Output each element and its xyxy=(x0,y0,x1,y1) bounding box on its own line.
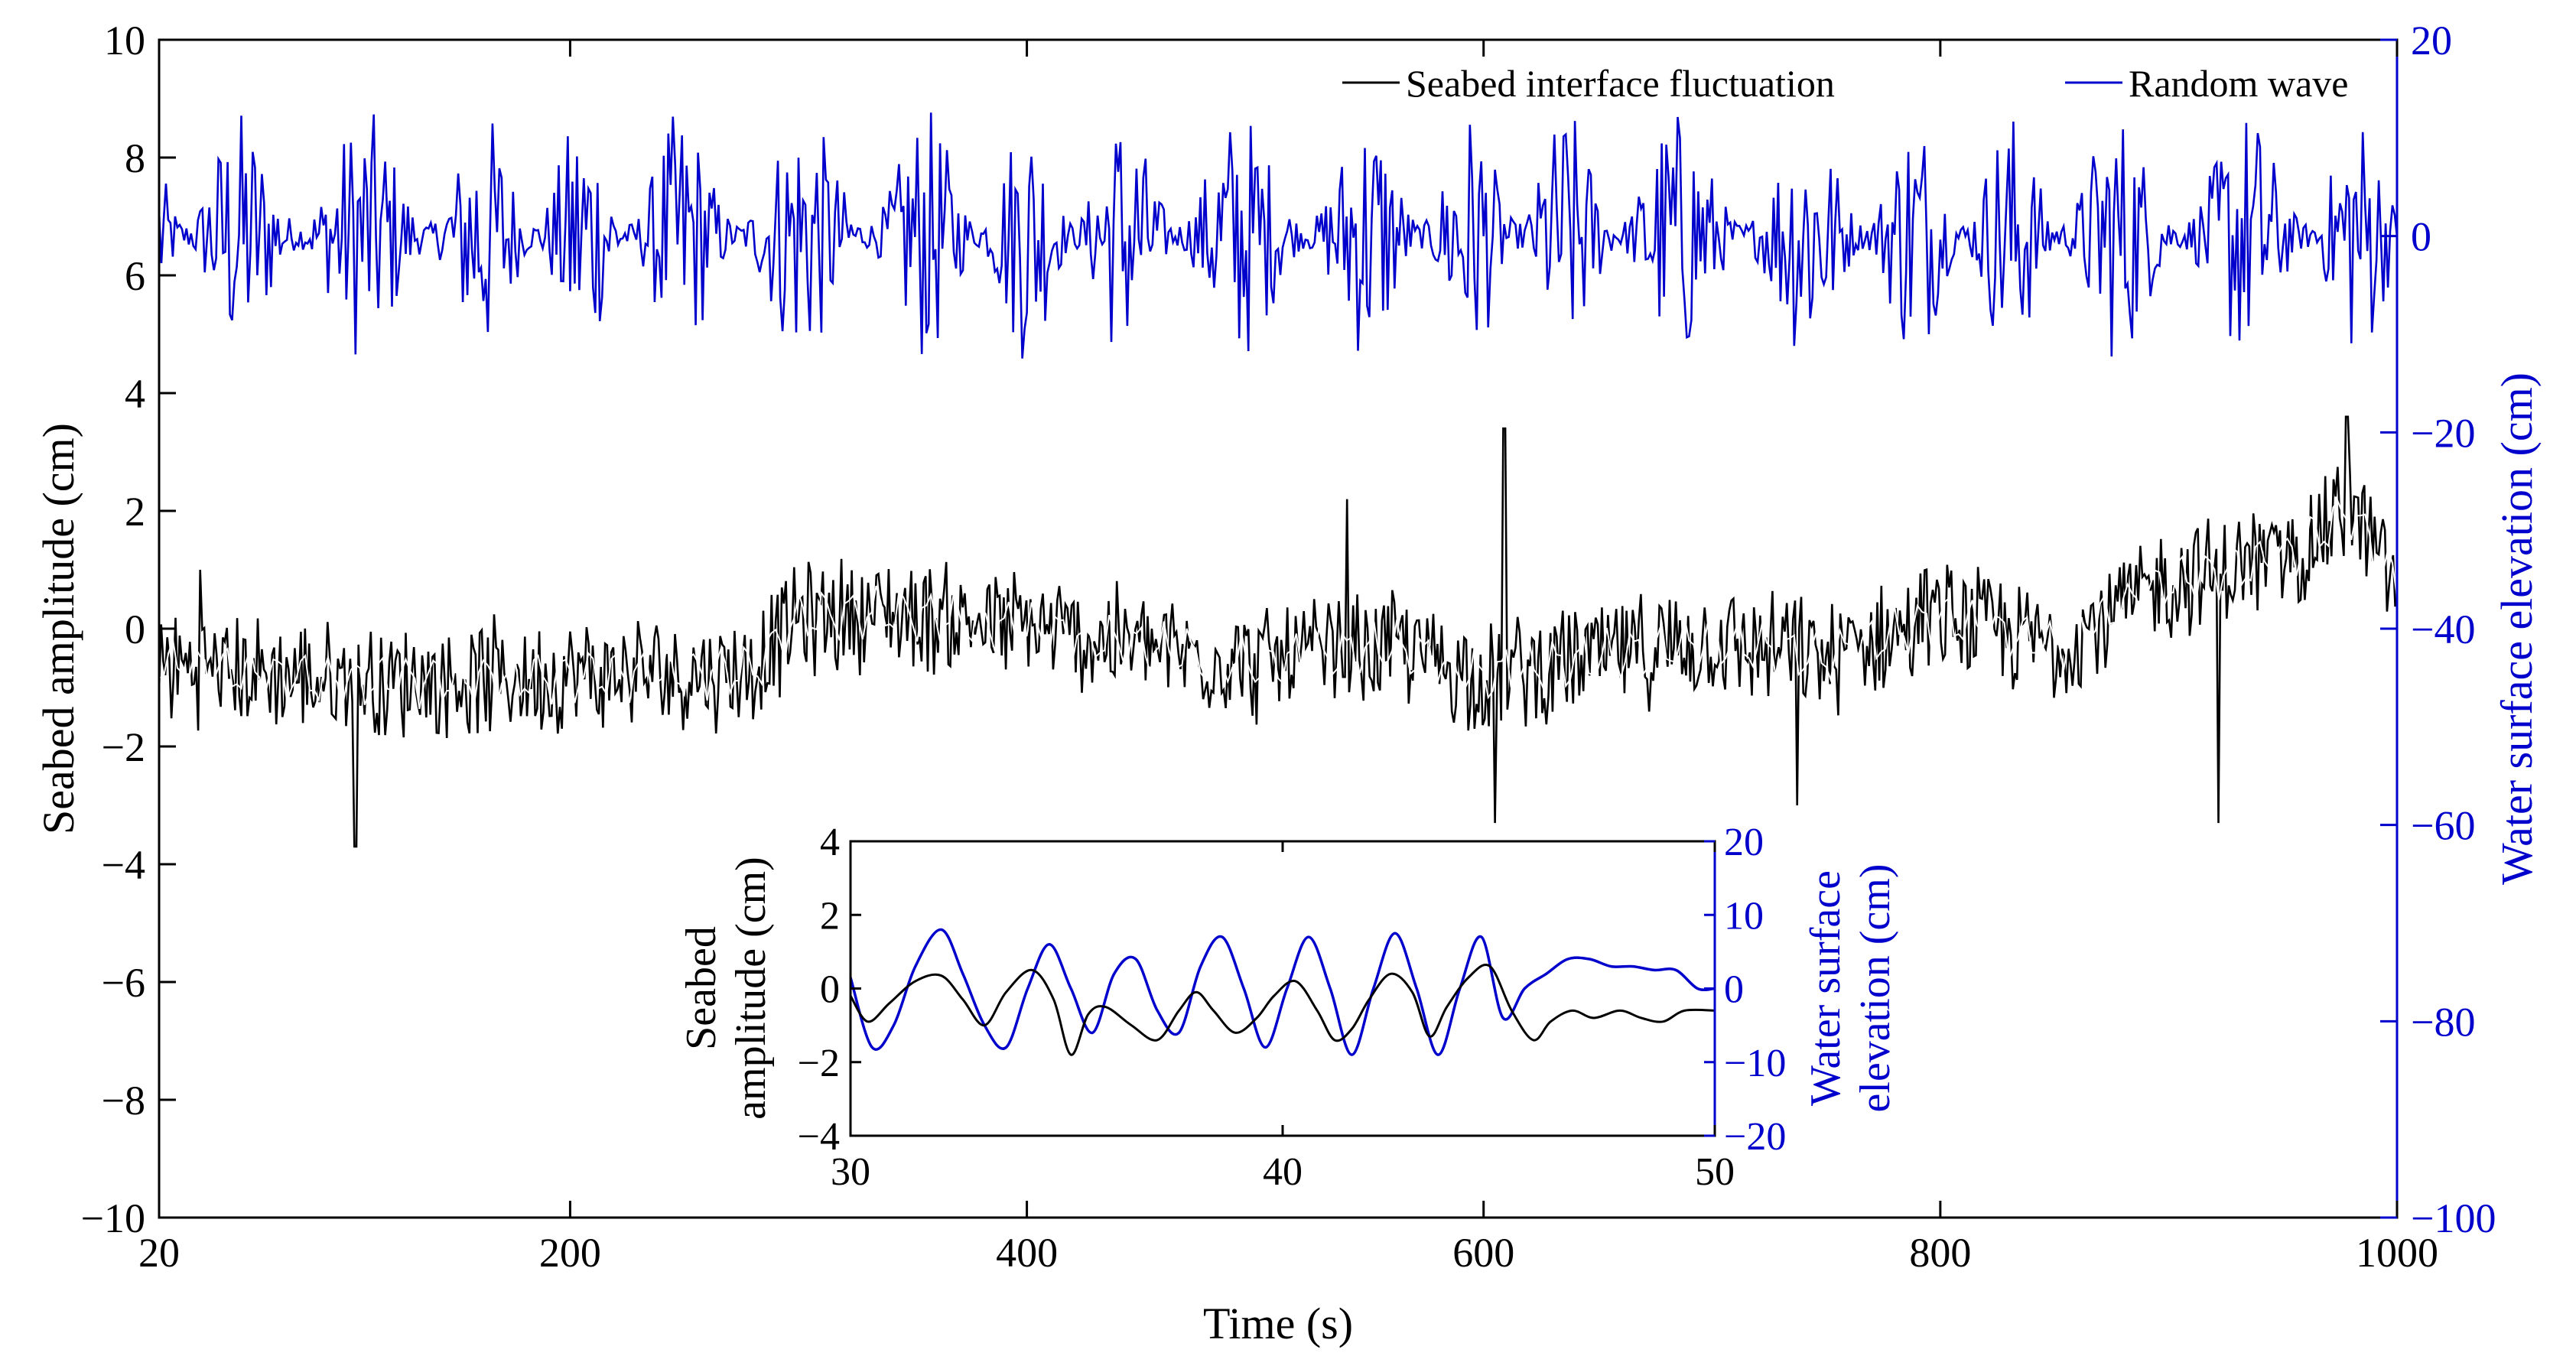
x-axis-label: Time (s) xyxy=(1203,1299,1353,1348)
inset-y-tick-label-left: 4 xyxy=(820,821,840,864)
inset-y-tick-label-left: 0 xyxy=(820,968,840,1012)
x-tick-label: 20 xyxy=(138,1230,180,1276)
inset-y-tick-label-left: −2 xyxy=(798,1042,840,1085)
y-tick-label-left: 0 xyxy=(125,606,145,652)
y-tick-label-right: −20 xyxy=(2411,410,2475,456)
inset-y-tick-label-right: 10 xyxy=(1724,894,1764,938)
y-tick-label-left: −2 xyxy=(102,724,145,770)
x-tick-label: 200 xyxy=(539,1230,601,1276)
y-tick-label-left: −4 xyxy=(102,842,145,888)
y-tick-label-right: −60 xyxy=(2411,803,2475,849)
y-tick-label-right: 20 xyxy=(2411,18,2452,63)
inset-y-tick-label-right: 0 xyxy=(1724,968,1744,1012)
inset-seabed-series xyxy=(849,964,1716,1056)
x-tick-label: 1000 xyxy=(2356,1230,2438,1276)
legend-label-seabed: Seabed interface fluctuation xyxy=(1406,62,1835,105)
inset-y-tick-label-right: 20 xyxy=(1724,821,1764,864)
y-tick-label-left: 2 xyxy=(125,489,145,535)
y-tick-label-left: −6 xyxy=(102,960,145,1006)
inset-y-tick-label-right: −20 xyxy=(1724,1115,1786,1159)
legend: Seabed interface fluctuation Random wave xyxy=(1342,62,2348,105)
main-right-y-axis: −100 −80 −60 −40 −20 0 20 xyxy=(2380,18,2496,1241)
inset-right-label-line2: elevation (cm) xyxy=(1852,864,1899,1113)
inset-y-tick-label-left: −4 xyxy=(798,1115,840,1159)
inset-y-tick-label-left: 2 xyxy=(820,894,840,938)
main-left-y-axis: −10 −8 −6 −4 −2 0 2 4 6 8 10 xyxy=(81,18,176,1241)
inset-x-axis: 30 40 50 xyxy=(831,841,1735,1194)
right-y-axis-label: Water surface elevation (cm) xyxy=(2492,372,2542,885)
x-tick-label: 400 xyxy=(996,1230,1058,1276)
random-wave-line xyxy=(158,112,2399,359)
y-tick-label-right: −80 xyxy=(2411,999,2475,1045)
inset-left-label-line1: Seabed xyxy=(678,926,725,1050)
y-tick-label-right: −100 xyxy=(2411,1195,2496,1241)
inset-y-tick-label-right: −10 xyxy=(1724,1042,1786,1085)
inset-right-label-line1: Water surface xyxy=(1802,870,1849,1106)
x-tick-label: 600 xyxy=(1452,1230,1514,1276)
y-tick-label-left: 8 xyxy=(125,135,145,181)
seabed-fluctuation-series xyxy=(158,415,2398,848)
inset-seabed-line xyxy=(849,964,1716,1056)
inset-left-label-line2: amplitude (cm) xyxy=(727,857,775,1120)
inset-x-tick-label: 40 xyxy=(1263,1150,1303,1194)
y-tick-label-left: 10 xyxy=(104,18,145,63)
y-tick-label-right: 0 xyxy=(2411,214,2431,260)
legend-label-wave: Random wave xyxy=(2129,62,2348,105)
inset-random-wave-line xyxy=(849,928,1716,1056)
x-tick-label: 800 xyxy=(1909,1230,1971,1276)
seabed-trend-line xyxy=(158,499,2398,711)
y-tick-label-right: −40 xyxy=(2411,606,2475,652)
inset-left-y-axis: −4 −2 0 2 4 xyxy=(798,821,861,1159)
inset-random-wave-series xyxy=(849,928,1716,1056)
main-x-axis: 20 200 400 600 800 1000 xyxy=(138,40,2438,1276)
inset-right-y-axis: −20 −10 0 10 20 xyxy=(1704,821,1786,1159)
random-wave-series xyxy=(158,112,2399,359)
y-tick-label-left: 6 xyxy=(125,253,145,299)
y-tick-label-left: −8 xyxy=(102,1078,145,1123)
y-tick-label-left: −10 xyxy=(81,1195,145,1241)
inset-x-tick-label: 30 xyxy=(831,1150,870,1194)
inset-x-tick-label: 50 xyxy=(1695,1150,1735,1194)
y-tick-label-left: 4 xyxy=(125,371,145,417)
left-y-axis-label: Seabed amplitude (cm) xyxy=(34,423,83,834)
